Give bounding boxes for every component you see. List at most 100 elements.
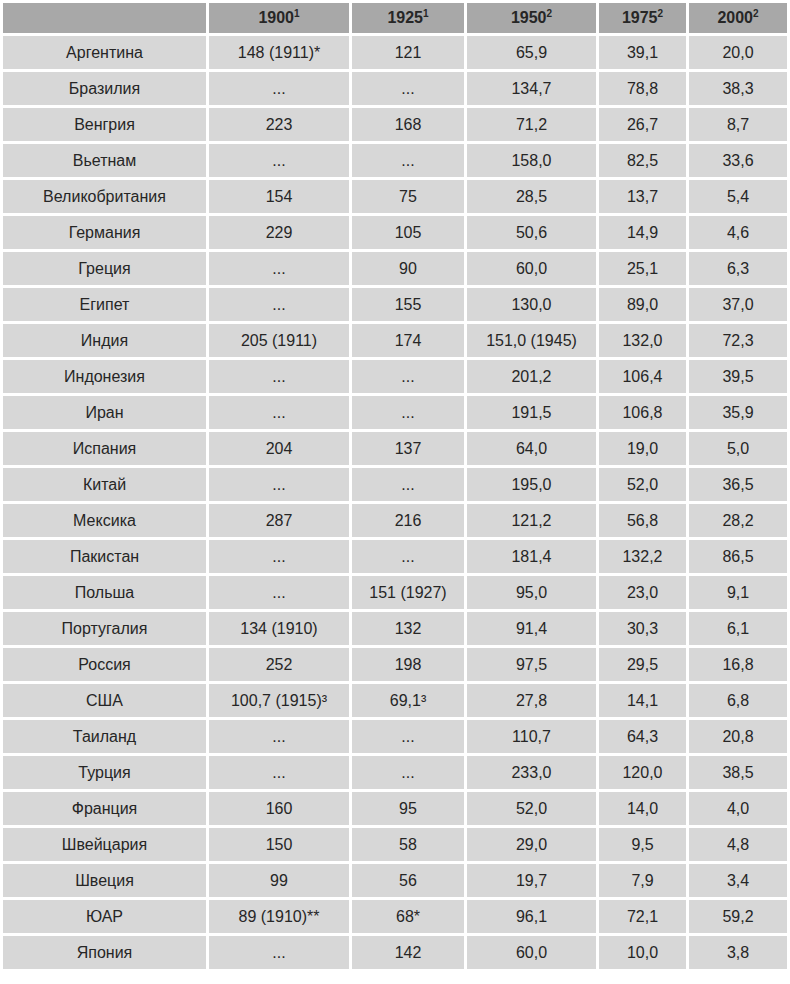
value-cell: 201,2 — [467, 360, 596, 393]
country-cell: Венгрия — [3, 108, 206, 141]
value-cell: 132,0 — [599, 324, 686, 357]
table-row: Греция...9060,025,16,3 — [3, 252, 787, 285]
country-cell: Иран — [3, 396, 206, 429]
value-cell: ... — [209, 288, 349, 321]
table-row: Франция1609552,014,04,0 — [3, 792, 787, 825]
table-row: Швейцария1505829,09,54,8 — [3, 828, 787, 861]
value-cell: 6,1 — [689, 612, 787, 645]
value-cell: 38,3 — [689, 72, 787, 105]
value-cell: 14,0 — [599, 792, 686, 825]
value-cell: 89,0 — [599, 288, 686, 321]
value-cell: 151,0 (1945) — [467, 324, 596, 357]
value-cell: 27,8 — [467, 684, 596, 717]
table-row: Польша...151 (1927)95,023,09,1 — [3, 576, 787, 609]
value-cell: 64,0 — [467, 432, 596, 465]
value-cell: 82,5 — [599, 144, 686, 177]
table-row: Египет...155130,089,037,0 — [3, 288, 787, 321]
value-cell: ... — [209, 144, 349, 177]
value-cell: 52,0 — [599, 468, 686, 501]
value-cell: 132 — [352, 612, 464, 645]
country-cell: ЮАР — [3, 900, 206, 933]
value-cell: 137 — [352, 432, 464, 465]
country-cell: Германия — [3, 216, 206, 249]
footnote-marker: 2 — [547, 8, 553, 19]
year-column-header: 19502 — [467, 3, 596, 33]
value-cell: 9,5 — [599, 828, 686, 861]
value-cell: ... — [352, 72, 464, 105]
country-cell: Греция — [3, 252, 206, 285]
value-cell: 16,8 — [689, 648, 787, 681]
country-cell: Таиланд — [3, 720, 206, 753]
value-cell: 100,7 (1915)³ — [209, 684, 349, 717]
value-cell: 158,0 — [467, 144, 596, 177]
value-cell: 60,0 — [467, 936, 596, 969]
value-cell: 205 (1911) — [209, 324, 349, 357]
value-cell: 151 (1927) — [352, 576, 464, 609]
value-cell: 29,0 — [467, 828, 596, 861]
value-cell: 96,1 — [467, 900, 596, 933]
value-cell: 38,5 — [689, 756, 787, 789]
country-cell: Китай — [3, 468, 206, 501]
value-cell: 105 — [352, 216, 464, 249]
value-cell: 121,2 — [467, 504, 596, 537]
value-cell: 33,6 — [689, 144, 787, 177]
value-cell: 154 — [209, 180, 349, 213]
value-cell: 75 — [352, 180, 464, 213]
value-cell: 72,3 — [689, 324, 787, 357]
table-row: Аргентина148 (1911)*12165,939,120,0 — [3, 36, 787, 69]
country-cell: Швейцария — [3, 828, 206, 861]
country-cell: Испания — [3, 432, 206, 465]
value-cell: 39,5 — [689, 360, 787, 393]
value-cell: 20,8 — [689, 720, 787, 753]
value-cell: ... — [352, 720, 464, 753]
country-cell: Аргентина — [3, 36, 206, 69]
country-cell: Япония — [3, 936, 206, 969]
value-cell: 14,1 — [599, 684, 686, 717]
value-cell: 30,3 — [599, 612, 686, 645]
value-cell: 86,5 — [689, 540, 787, 573]
country-cell: Турция — [3, 756, 206, 789]
value-cell: 195,0 — [467, 468, 596, 501]
table-row: Пакистан......181,4132,286,5 — [3, 540, 787, 573]
value-cell: 89 (1910)** — [209, 900, 349, 933]
value-cell: 95,0 — [467, 576, 596, 609]
table-row: Венгрия22316871,226,78,7 — [3, 108, 787, 141]
value-cell: 52,0 — [467, 792, 596, 825]
value-cell: ... — [209, 936, 349, 969]
table-row: ЮАР89 (1910)**68*96,172,159,2 — [3, 900, 787, 933]
value-cell: 72,1 — [599, 900, 686, 933]
value-cell: 4,0 — [689, 792, 787, 825]
country-cell: Польша — [3, 576, 206, 609]
table-row: Бразилия......134,778,838,3 — [3, 72, 787, 105]
value-cell: ... — [209, 396, 349, 429]
footnote-marker: 1 — [294, 8, 300, 19]
value-cell: 65,9 — [467, 36, 596, 69]
table-row: Испания20413764,019,05,0 — [3, 432, 787, 465]
value-cell: 68* — [352, 900, 464, 933]
value-cell: 25,1 — [599, 252, 686, 285]
value-cell: 35,9 — [689, 396, 787, 429]
table-row: Португалия134 (1910)13291,430,36,1 — [3, 612, 787, 645]
value-cell: 150 — [209, 828, 349, 861]
value-cell: 9,1 — [689, 576, 787, 609]
value-cell: ... — [352, 756, 464, 789]
value-cell: 19,0 — [599, 432, 686, 465]
value-cell: 6,8 — [689, 684, 787, 717]
value-cell: 134,7 — [467, 72, 596, 105]
value-cell: ... — [209, 72, 349, 105]
value-cell: 59,2 — [689, 900, 787, 933]
value-cell: ... — [209, 360, 349, 393]
value-cell: 13,7 — [599, 180, 686, 213]
value-cell: 4,8 — [689, 828, 787, 861]
value-cell: 110,7 — [467, 720, 596, 753]
value-cell: 148 (1911)* — [209, 36, 349, 69]
value-cell: 181,4 — [467, 540, 596, 573]
value-cell: 120,0 — [599, 756, 686, 789]
value-cell: 233,0 — [467, 756, 596, 789]
value-cell: 58 — [352, 828, 464, 861]
value-cell: ... — [352, 540, 464, 573]
value-cell: 19,7 — [467, 864, 596, 897]
country-cell: США — [3, 684, 206, 717]
value-cell: 95 — [352, 792, 464, 825]
value-cell: 20,0 — [689, 36, 787, 69]
